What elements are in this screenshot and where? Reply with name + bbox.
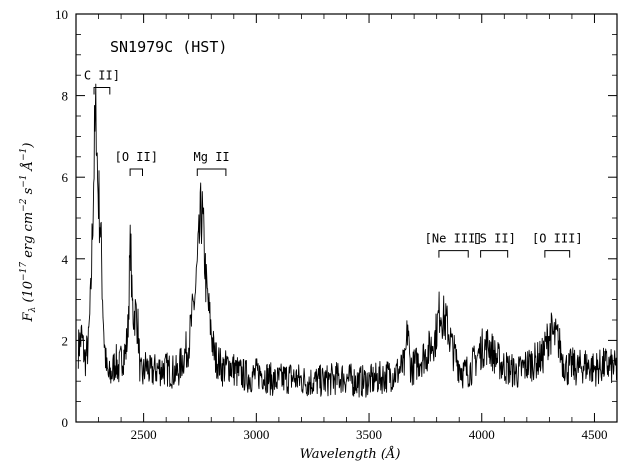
- line-id-label: [O III]: [532, 232, 583, 246]
- spectrum-line: [77, 83, 618, 398]
- x-tick-label: 2500: [131, 427, 157, 442]
- y-axis-label: Fλ (10−17 erg cm−2 s−1 Å−1): [19, 143, 38, 323]
- y-tick-label: 8: [62, 89, 69, 104]
- x-tick-label: 4500: [581, 427, 607, 442]
- line-id-label: [Ne III]: [425, 232, 483, 246]
- line-id-bracket: [544, 250, 571, 258]
- y-tick-label: 0: [62, 415, 69, 430]
- x-tick-label: 4000: [469, 427, 495, 442]
- line-id-bracket: [480, 250, 509, 258]
- line-id-bracket: [196, 168, 227, 177]
- line-id-bracket: [129, 168, 143, 177]
- line-id-bracket: [93, 86, 111, 95]
- x-tick-label: 3500: [356, 427, 382, 442]
- y-tick-label: 2: [62, 333, 69, 348]
- y-tick-label: 10: [55, 7, 68, 22]
- x-axis-label: Wavelength (Å): [300, 446, 401, 462]
- line-id-label: Mg II: [194, 150, 230, 164]
- line-id-label: C II]: [84, 68, 120, 82]
- y-tick-label: 4: [62, 252, 69, 267]
- line-id-bracket: [438, 250, 469, 258]
- line-id-label: [O II]: [115, 150, 158, 164]
- x-tick-label: 3000: [243, 427, 269, 442]
- line-id-label: [S II]: [472, 232, 515, 246]
- y-tick-label: 6: [62, 170, 69, 185]
- chart-title: SN1979C (HST): [110, 38, 227, 56]
